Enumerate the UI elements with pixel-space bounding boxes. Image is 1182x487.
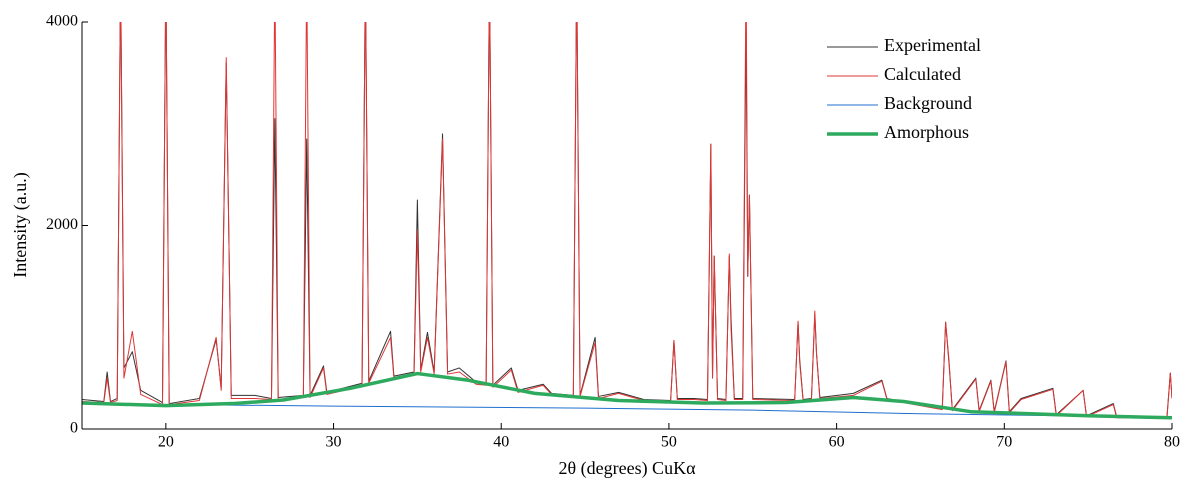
x-tick-label: 20 [158,434,174,451]
x-tick-label: 50 [661,434,677,451]
y-axis-label: Intensity (a.u.) [10,172,31,277]
x-tick-label: 40 [493,434,509,451]
x-tick-label: 70 [996,434,1012,451]
x-tick-label: 80 [1164,434,1180,451]
plot-area [82,22,1172,420]
x-axis-label: 2θ (degrees) CuKα [558,458,696,479]
series-line [82,403,1172,418]
x-tick-label: 60 [829,434,845,451]
y-tick-label: 0 [70,420,78,437]
series-line [82,22,1172,418]
legend-label: Amorphous [884,122,969,142]
y-tick-label: 4000 [46,13,78,30]
legend-label: Background [884,93,972,113]
series-line [82,22,1172,419]
x-tick-label: 30 [326,434,342,451]
series-line [82,371,1172,420]
y-tick-label: 2000 [46,216,78,233]
legend-label: Experimental [884,35,981,55]
legend-label: Calculated [884,64,961,84]
